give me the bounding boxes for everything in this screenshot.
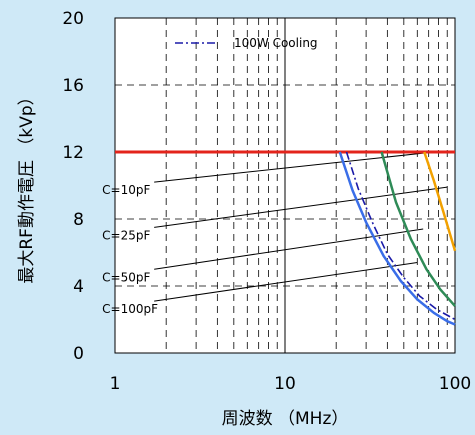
annotations: C=10pF C=25pF C=50pF C=100pF [102, 151, 448, 316]
y-tick-label: 4 [73, 277, 84, 297]
x-tick-label: 100 [439, 374, 471, 394]
series-line [423, 151, 457, 252]
y-tick-label: 12 [62, 143, 84, 163]
tick-labels: 0 4 8 12 16 20 1 10 100 [62, 9, 471, 394]
y-tick-label: 20 [62, 9, 84, 29]
series [115, 150, 457, 326]
annotation-leader-line [154, 228, 424, 270]
annotation-leader-line [154, 151, 434, 183]
legend: 100W Cooling [175, 36, 318, 50]
series-line [345, 151, 456, 321]
y-axis-title: 最大RF動作電圧 （kVp） [17, 88, 37, 283]
series-line [380, 151, 456, 307]
capacitance-label: C=100pF [102, 302, 158, 316]
y-tick-label: 8 [73, 210, 84, 230]
capacitance-label: C=25pF [102, 228, 150, 242]
annotation-leader-line [154, 186, 448, 228]
capacitance-label: C=50pF [102, 270, 150, 284]
y-tick-label: 0 [73, 344, 84, 364]
capacitance-label: C=10pF [102, 183, 150, 197]
x-axis-title: 周波数 （MHz） [222, 409, 349, 429]
legend-label: 100W Cooling [234, 36, 318, 50]
annotation-leader-line [154, 262, 418, 302]
x-tick-label: 1 [110, 374, 121, 394]
grid [115, 18, 455, 353]
x-tick-label: 10 [274, 374, 296, 394]
series-line [338, 151, 456, 326]
y-tick-label: 16 [62, 76, 84, 96]
